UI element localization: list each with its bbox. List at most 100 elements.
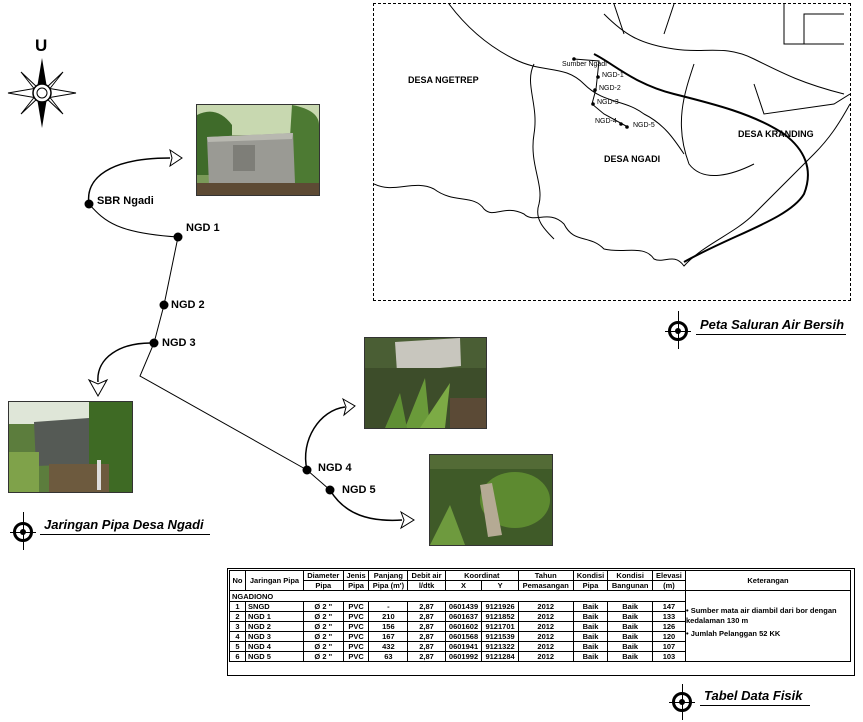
cell: 9121539 — [481, 631, 519, 642]
node-ngd5 — [325, 485, 335, 495]
header-elevasi: Elevasi — [651, 570, 687, 581]
header-jenis-sub: Pipa — [342, 580, 370, 591]
node-label-ngd2: NGD 2 — [171, 299, 205, 311]
table-caption-underline — [700, 705, 810, 706]
stem-network — [23, 512, 24, 550]
cell: Baik — [607, 611, 653, 622]
cell: Baik — [607, 631, 653, 642]
map-point-label: NGD-1 — [602, 72, 624, 79]
cell: PVC — [342, 621, 370, 632]
cell: 133 — [651, 611, 687, 622]
cell: 126 — [651, 621, 687, 632]
cell: 5 — [228, 641, 247, 652]
header-x: X — [444, 580, 483, 591]
map-point-label: NGD-3 — [597, 99, 619, 106]
cell: PVC — [342, 601, 370, 612]
cell: SNGD — [245, 601, 304, 612]
table-row: 4 NGD 3 Ø 2 " PVC 167 2,87 0601568 91215… — [228, 631, 851, 642]
pipe-network — [84, 148, 415, 530]
header-kondisi-pipa-sub: Pipa — [572, 580, 609, 591]
cell: Baik — [572, 601, 609, 612]
header-kondisi-bangunan-sub: Bangunan — [607, 580, 653, 591]
node-label-ngd4: NGD 4 — [318, 462, 352, 474]
header-panjang-sub: Pipa (m') — [368, 580, 409, 591]
photo-ngd5 — [429, 454, 553, 546]
cell: 147 — [651, 601, 687, 612]
header-tahun: Tahun — [517, 570, 574, 581]
cell: PVC — [342, 641, 370, 652]
note-text: Jumlah Pelanggan 52 KK — [690, 629, 781, 638]
header-no: No — [228, 570, 247, 591]
cell: 2 — [228, 611, 247, 622]
cell: Baik — [572, 611, 609, 622]
cell: Ø 2 " — [302, 641, 344, 652]
cell: 6 — [228, 651, 247, 662]
cell: 9121852 — [481, 611, 519, 622]
header-debit: Debit air — [407, 570, 446, 581]
header-jenis: Jenis — [342, 570, 370, 581]
physical-data-table: No Jaringan Pipa Diameter Jenis Panjang … — [228, 570, 851, 662]
header-elevasi-sub: (m) — [651, 580, 687, 591]
cell: 63 — [368, 651, 409, 662]
table-row: 6 NGD 5 Ø 2 " PVC 63 2,87 0601992 912128… — [228, 651, 851, 662]
map-point-label: NGD-5 — [633, 122, 655, 129]
cell: NGD 3 — [245, 631, 304, 642]
header-kondisi-pipa: Kondisi — [572, 570, 609, 581]
cell: 3 — [228, 621, 247, 632]
cell: PVC — [342, 651, 370, 662]
node-label-sbr: SBR Ngadi — [97, 195, 154, 207]
cell: 9121701 — [481, 621, 519, 632]
cell: Ø 2 " — [302, 611, 344, 622]
compass: U — [6, 36, 78, 132]
cell: NGD 2 — [245, 621, 304, 632]
table-frame — [227, 568, 855, 676]
map-point-label: NGD-4 — [595, 118, 617, 125]
node-ngd1 — [173, 232, 183, 242]
cell: 167 — [368, 631, 409, 642]
village-label: DESA NGADI — [604, 154, 661, 164]
cell: 2,87 — [407, 631, 446, 642]
cell: 103 — [651, 651, 687, 662]
cell: 210 — [368, 611, 409, 622]
cell: Baik — [607, 651, 653, 662]
cell: 2,87 — [407, 651, 446, 662]
keterangan-notes: • Sumber mata air diambil dari bor denga… — [686, 606, 846, 642]
cell: Ø 2 " — [302, 631, 344, 642]
header-kondisi-bangunan: Kondisi — [607, 570, 653, 581]
stem-map — [678, 311, 679, 349]
cell: 9121284 — [481, 651, 519, 662]
node-ngd4 — [302, 465, 312, 475]
cell: Baik — [607, 621, 653, 632]
cell: 432 — [368, 641, 409, 652]
photo-ngd3 — [8, 401, 133, 493]
cell: 2,87 — [407, 601, 446, 612]
node-label-ngd5: NGD 5 — [342, 484, 376, 496]
cell: 2012 — [517, 631, 574, 642]
cell: - — [368, 601, 409, 612]
cell: Ø 2 " — [302, 621, 344, 632]
header-panjang: Panjang — [368, 570, 409, 581]
note-item: • Sumber mata air diambil dari bor denga… — [686, 606, 837, 625]
cell: 4 — [228, 631, 247, 642]
cell: Baik — [572, 641, 609, 652]
node-label-ngd3: NGD 3 — [162, 337, 196, 349]
cell: 2,87 — [407, 621, 446, 632]
stem-table — [682, 684, 683, 720]
map-frame: DESA NGETREP DESA NGADI DESA KRANDING Su… — [373, 3, 851, 301]
cell: Ø 2 " — [302, 601, 344, 612]
cell: Ø 2 " — [302, 651, 344, 662]
table-caption: Tabel Data Fisik — [704, 688, 803, 703]
cell: 2012 — [517, 651, 574, 662]
header-tahun-sub: Pemasangan — [517, 580, 574, 591]
header-koordinat: Koordinat — [444, 570, 519, 581]
node-ngd3 — [149, 338, 159, 348]
cell: 0601637 — [444, 611, 483, 622]
cell: 2,87 — [407, 641, 446, 652]
map-point-label: Sumber Ngadi — [562, 61, 607, 68]
header-diameter-sub: Pipa — [302, 580, 344, 591]
cell: 1 — [228, 601, 247, 612]
cell: 9121926 — [481, 601, 519, 612]
cell: 120 — [651, 631, 687, 642]
cell: 0601439 — [444, 601, 483, 612]
map-caption-underline — [696, 334, 846, 335]
